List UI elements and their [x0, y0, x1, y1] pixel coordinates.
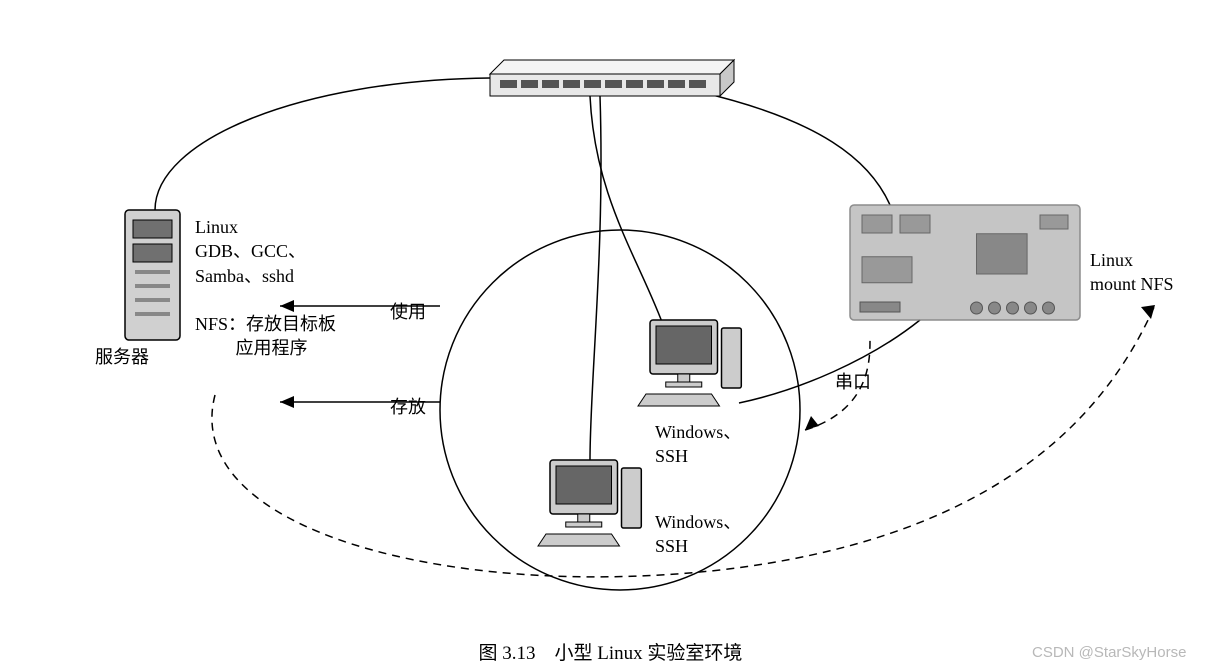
edge-label-store: 存放: [390, 395, 426, 419]
edge-label-serial: 串口: [835, 370, 871, 394]
switch-icon: [490, 46, 734, 96]
pc2-icon: [538, 460, 641, 546]
pc1-label: Windows、 SSH: [655, 420, 741, 469]
server-info: Linux GDB、GCC、 Samba、sshd NFS：存放目标板 应用程序: [195, 215, 336, 361]
edge-label-use: 使用: [390, 300, 426, 324]
edge-solid-3: [700, 92, 890, 205]
edge-solid-2: [590, 96, 601, 460]
watermark: CSDN @StarSkyHorse: [1032, 644, 1186, 661]
server-icon: [125, 210, 180, 340]
edge-solid-4: [739, 320, 920, 403]
dev-board-icon: [850, 205, 1080, 320]
client-group-circle: [440, 230, 800, 590]
board-info: Linux mount NFS: [1090, 248, 1174, 297]
pc2-label: Windows、 SSH: [655, 510, 741, 559]
edge-solid-0: [155, 78, 490, 210]
server-caption: 服务器: [95, 345, 149, 369]
pc1-icon: [638, 320, 741, 406]
